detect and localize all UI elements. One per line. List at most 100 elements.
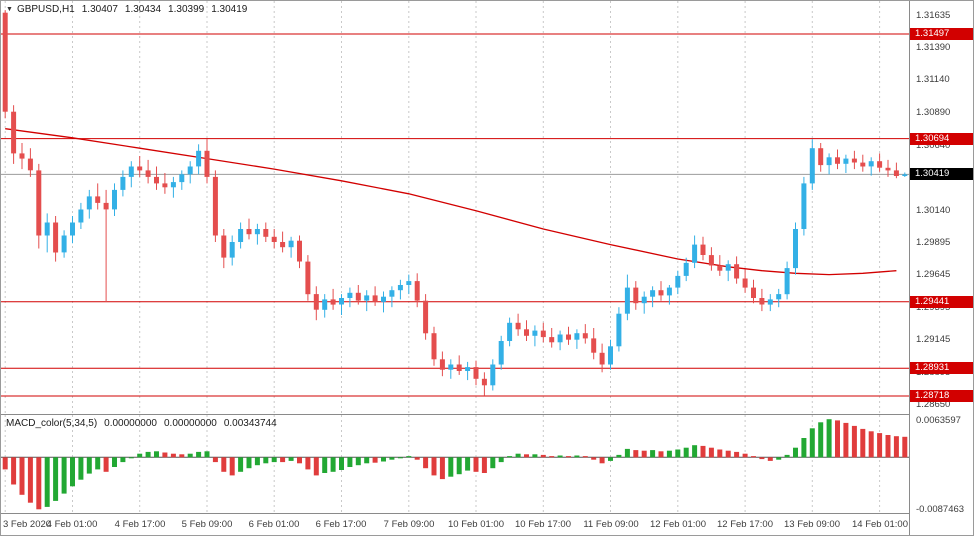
candle-body	[540, 330, 546, 338]
macd-bar	[179, 454, 185, 458]
macd-bar	[776, 457, 782, 460]
macd-bar	[818, 422, 824, 458]
macd-bar	[658, 451, 664, 458]
candle	[137, 156, 143, 177]
candle-body	[877, 161, 883, 168]
candle	[751, 279, 756, 304]
macd-panel-canvas[interactable]	[1, 415, 909, 513]
candle	[902, 172, 908, 177]
time-axis-label: 6 Feb 17:00	[315, 519, 367, 530]
macd-bar	[650, 450, 656, 458]
candle	[305, 255, 311, 301]
candle-body	[288, 240, 294, 248]
candle	[893, 162, 899, 179]
macd-bar	[566, 456, 571, 458]
macd-bar	[78, 457, 84, 480]
macd-bar	[170, 453, 176, 458]
macd-bar	[313, 457, 319, 476]
candle-body	[179, 174, 185, 183]
macd-bar	[280, 457, 286, 463]
candle	[498, 335, 504, 370]
candle-body	[776, 294, 782, 300]
macd-bar	[843, 422, 849, 458]
candle	[557, 330, 563, 351]
level-price-badge: 1.28718	[910, 390, 973, 402]
macd-bar	[591, 457, 597, 460]
candle-body	[86, 196, 92, 210]
time-axis-label: 4 Feb 01:00	[46, 519, 98, 530]
macd-bar	[229, 457, 235, 476]
candle-body	[355, 292, 361, 301]
macd-bar	[557, 455, 563, 458]
candle	[885, 159, 891, 177]
candle	[624, 274, 630, 321]
macd-bar	[734, 451, 740, 458]
macd-bar	[137, 453, 143, 458]
candle	[196, 144, 202, 175]
panel-separator[interactable]	[1, 513, 973, 514]
time-axis[interactable]: 3 Feb 2020 4 Feb 01:00 4 Feb 17:00 5 Feb 09…	[1, 514, 909, 535]
macd-bar	[524, 454, 529, 458]
candle	[53, 216, 59, 262]
macd-bar	[2, 457, 8, 470]
price-chart-canvas[interactable]	[1, 1, 909, 414]
candle	[271, 229, 277, 249]
candle	[515, 313, 521, 336]
candle-body	[599, 352, 605, 365]
macd-bar	[288, 457, 294, 461]
macd-bar	[221, 457, 227, 472]
candle-body	[372, 295, 378, 302]
macd-bar	[767, 457, 773, 461]
candle	[683, 257, 689, 282]
macd-bar	[481, 457, 487, 473]
current-price-badge: 1.30419	[910, 168, 973, 180]
candle	[784, 261, 790, 300]
candle	[145, 159, 151, 184]
macd-bar	[717, 449, 723, 458]
candle-body	[212, 176, 218, 236]
time-axis-label: 10 Feb 01:00	[448, 519, 504, 530]
macd-bar	[490, 457, 496, 469]
macd-bar	[683, 447, 689, 458]
candle	[423, 294, 429, 340]
candle	[490, 359, 496, 391]
macd-bar	[784, 454, 790, 458]
candle-body	[893, 170, 899, 176]
macd-bar	[86, 457, 92, 474]
macd-bar	[902, 436, 908, 458]
candle-body	[608, 346, 613, 365]
macd-bar	[27, 457, 33, 503]
candle	[162, 173, 168, 194]
price-axis[interactable]: 1.316351.313901.311401.308901.306401.303…	[910, 1, 973, 535]
macd-bar	[61, 457, 67, 494]
candle-body	[650, 290, 656, 297]
time-axis-label: 3 Feb 2020	[3, 519, 52, 530]
candle-body	[481, 378, 487, 386]
macd-bar	[860, 428, 866, 458]
macd-bar	[297, 457, 302, 464]
macd-bar	[549, 456, 555, 458]
candle-body	[767, 299, 773, 305]
candle-body	[423, 300, 429, 334]
candle-body	[742, 278, 748, 288]
candle	[532, 325, 538, 347]
candle-body	[658, 290, 664, 296]
macd-bar	[540, 454, 546, 458]
macd-bar	[801, 438, 807, 458]
time-axis-label: 14 Feb 01:00	[852, 519, 908, 530]
candle-body	[61, 235, 67, 253]
macd-axis-label: 0.0063597	[916, 415, 961, 426]
candle-body	[683, 262, 689, 276]
macd-bar	[885, 435, 891, 458]
candle-body	[818, 148, 824, 166]
price-axis-label: 1.28650	[916, 399, 951, 410]
macd-bar	[364, 457, 370, 464]
candle	[187, 161, 193, 184]
candle	[801, 176, 807, 236]
macd-bar	[700, 445, 706, 458]
panel-separator[interactable]	[1, 414, 973, 415]
candle	[658, 281, 664, 301]
macd-bar	[44, 457, 50, 507]
macd-bar	[381, 457, 386, 462]
symbol-dropdown-icon[interactable]: ▼	[6, 6, 13, 13]
